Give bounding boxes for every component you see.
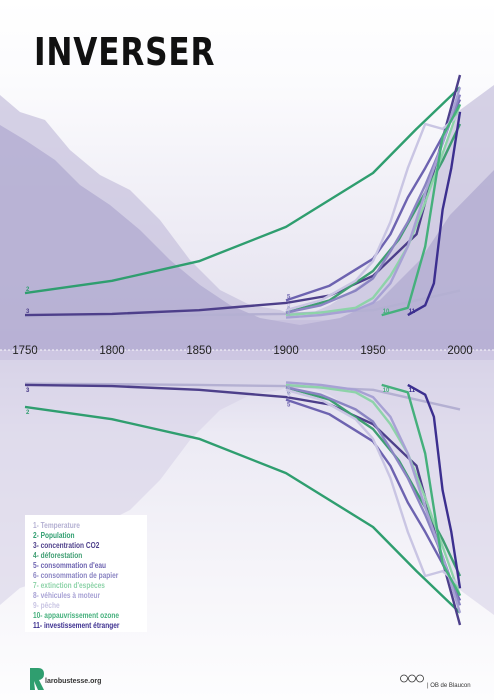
creative-commons-icon xyxy=(400,674,424,683)
series-4-start-label-reflection: 4 xyxy=(287,390,291,396)
legend-item-9: 9- pêche xyxy=(33,601,60,610)
series-9-start-label-reflection: 9 xyxy=(287,393,291,399)
series-5-line-reflection xyxy=(285,398,462,602)
year-tick-1900: 1900 xyxy=(273,343,299,357)
legend-item-1: 1- Temperature xyxy=(33,521,80,530)
legend-item-5: 5- consommation d'eau xyxy=(33,561,107,570)
series-11-line-reflection xyxy=(407,383,462,589)
series-9-line-upper xyxy=(285,113,461,312)
robustesse-logo-icon xyxy=(30,668,44,690)
legend-item-10: 10- appauvrissement ozone xyxy=(33,611,120,620)
series-7-start-label: 7 xyxy=(287,309,291,315)
series-11-start-label-reflection: 11 xyxy=(409,388,416,394)
legend: 1- Temperature 2- Population 3- concentrat… xyxy=(25,515,147,632)
legend-item-3: 3- concentration CO2 xyxy=(33,541,100,550)
series-5-start-label-reflection: 5 xyxy=(287,403,291,409)
series-3-start-label-reflection: 3 xyxy=(26,388,30,394)
footer-url[interactable]: larobustesse.org xyxy=(45,678,102,685)
series-11-start-label: 11 xyxy=(409,309,416,315)
series-1-start-label: 1 xyxy=(26,310,30,316)
series-10-start-label: 10 xyxy=(383,309,390,315)
series-6-start-label-reflection: 6 xyxy=(287,390,291,396)
legend-item-8: 8- véhicules à moteur xyxy=(33,591,101,600)
series-2-line-upper xyxy=(24,86,461,295)
series-5-line-upper xyxy=(285,98,462,302)
year-tick-2000: 2000 xyxy=(447,343,473,357)
legend-item-6: 6- consommation de papier xyxy=(33,571,119,580)
series-1-line-reflection xyxy=(24,382,461,411)
series-2-line-reflection xyxy=(24,405,461,614)
legend-item-2: 2- Population xyxy=(33,531,75,540)
year-tick-1750: 1750 xyxy=(12,343,38,357)
series-5-start-label: 5 xyxy=(287,294,291,300)
footer-credit: | OB de Blaucon xyxy=(427,683,471,689)
series-3-line-upper xyxy=(24,74,462,317)
series-8-start-label: 8 xyxy=(287,312,291,318)
series-10-line-upper xyxy=(381,103,462,317)
mountain-reflection xyxy=(0,350,494,615)
year-tick-1950: 1950 xyxy=(360,343,386,357)
year-tick-1850: 1850 xyxy=(186,343,212,357)
series-2-start-label-reflection: 2 xyxy=(26,410,30,416)
series-10-start-label-reflection: 10 xyxy=(383,388,390,394)
series-9-line-reflection xyxy=(285,388,461,587)
mountain-ridge xyxy=(0,125,494,350)
series-10-line-reflection xyxy=(381,383,462,597)
series-3-start-label: 3 xyxy=(26,309,30,315)
series-2-start-label: 2 xyxy=(26,287,30,293)
series-8-line-reflection xyxy=(285,381,462,614)
poster-title: INVERSER xyxy=(34,30,216,74)
year-tick-1800: 1800 xyxy=(99,343,125,357)
lake-horizon xyxy=(0,320,494,360)
series-11-line-upper xyxy=(407,111,462,317)
series-1-start-label-reflection: 1 xyxy=(26,387,30,393)
series-9-start-label: 9 xyxy=(287,304,291,310)
series-8-start-label-reflection: 8 xyxy=(287,385,291,391)
legend-item-7: 7- extinction d'espèces xyxy=(33,581,105,590)
series-8-line-upper xyxy=(285,86,462,319)
series-1-line-upper xyxy=(24,289,461,318)
legend-item-11: 11- investissement étranger xyxy=(33,621,120,630)
legend-item-4: 4- déforestation xyxy=(33,551,83,560)
